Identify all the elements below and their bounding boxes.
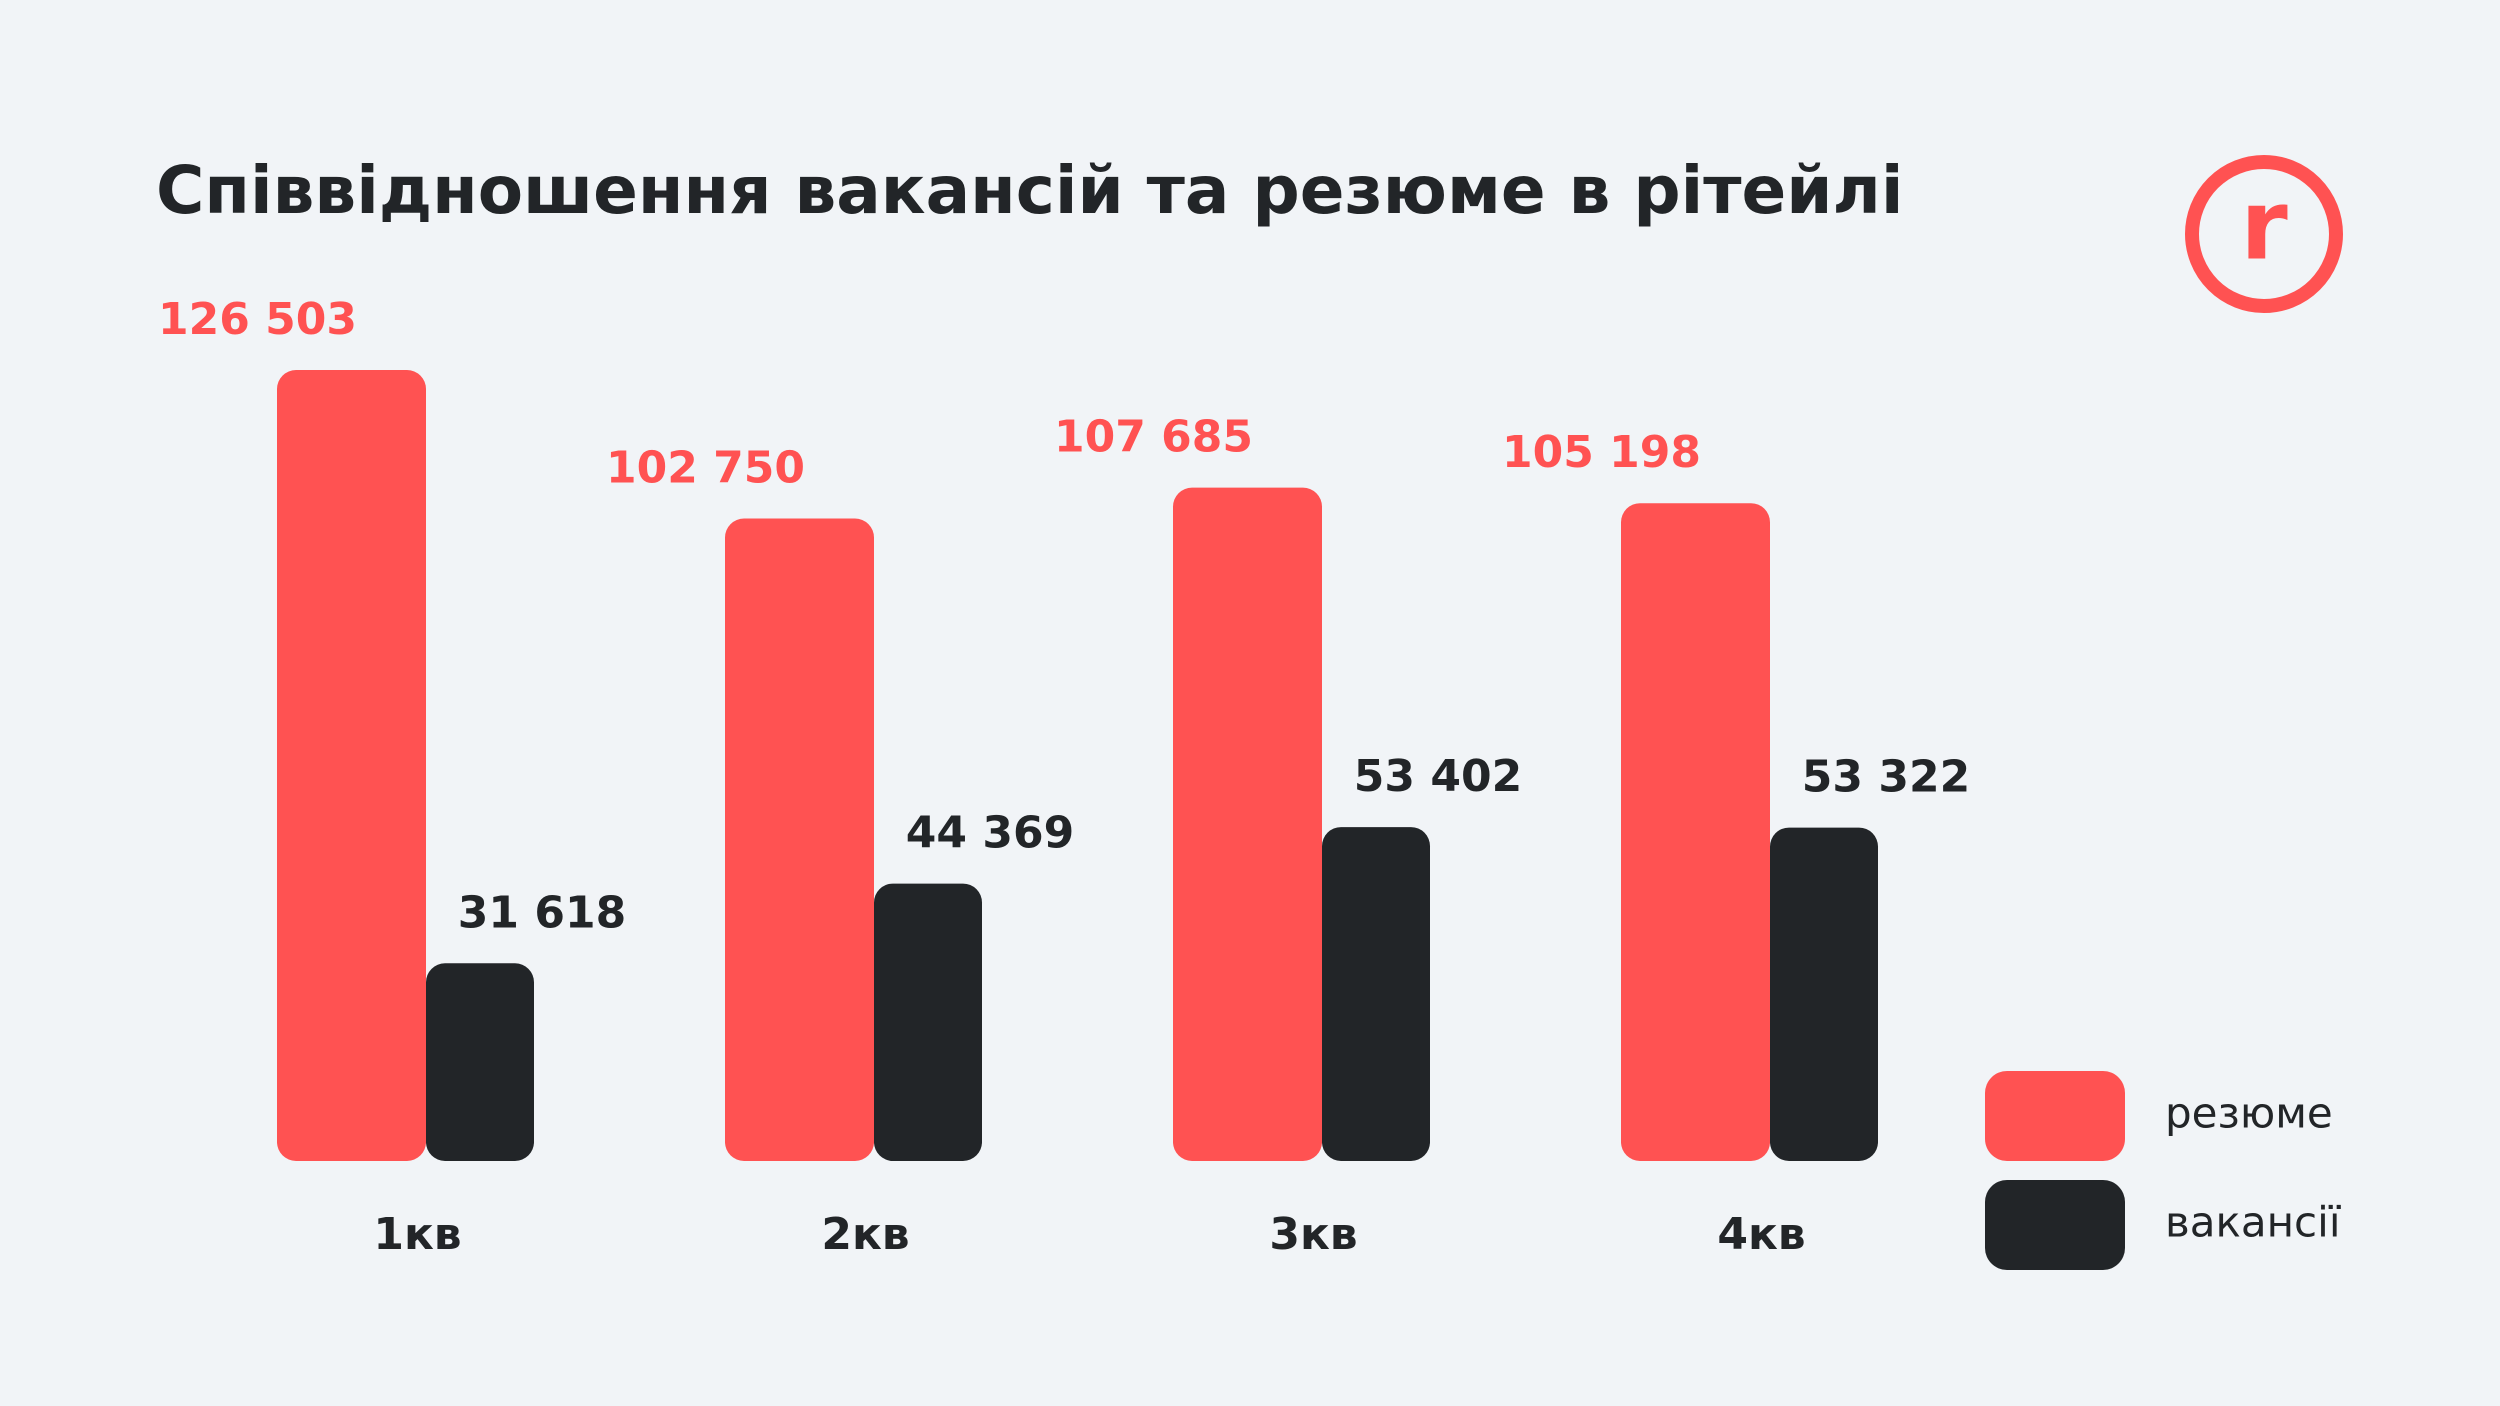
bar (426, 963, 534, 1161)
value-label: 102 750 (606, 443, 805, 494)
value-label: 105 198 (1502, 427, 1701, 478)
bar (277, 370, 426, 1161)
logo-ring (2185, 155, 2343, 313)
bar (1322, 827, 1430, 1161)
x-tick-label: 2кв (821, 1209, 909, 1260)
value-label: 31 618 (458, 887, 626, 938)
logo: r (2240, 169, 2288, 281)
value-label: 53 402 (1354, 751, 1522, 802)
bar (874, 883, 982, 1161)
value-label: 126 503 (158, 294, 357, 345)
bar (1770, 827, 1878, 1161)
bar (725, 518, 874, 1161)
legend-swatch (1985, 1180, 2125, 1270)
value-label: 53 322 (1802, 752, 1970, 803)
chart-title: Співвідношення вакансій та резюме в ріте… (156, 152, 1904, 229)
bar (1173, 487, 1322, 1161)
legend-label: резюме (2165, 1089, 2333, 1138)
x-tick-label: 3кв (1269, 1209, 1357, 1260)
x-tick-label: 1кв (373, 1209, 461, 1260)
legend-label: вакансії (2165, 1198, 2341, 1247)
value-label: 44 369 (906, 808, 1074, 859)
value-label: 107 685 (1054, 412, 1253, 463)
bar (1621, 503, 1770, 1161)
legend-swatch (1985, 1071, 2125, 1161)
x-tick-label: 4кв (1717, 1209, 1805, 1260)
